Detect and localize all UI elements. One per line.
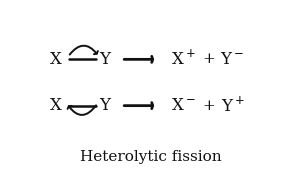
Text: Y: Y — [100, 97, 111, 114]
Text: +: + — [202, 52, 215, 66]
Text: X: X — [50, 51, 62, 68]
Text: Y$^+$: Y$^+$ — [220, 96, 245, 115]
Text: +: + — [202, 99, 215, 113]
Text: X: X — [50, 97, 62, 114]
Text: Y: Y — [100, 51, 111, 68]
Text: Heterolytic fission: Heterolytic fission — [80, 150, 222, 164]
Text: X$^-$: X$^-$ — [171, 97, 196, 114]
Text: Y$^-$: Y$^-$ — [220, 51, 245, 68]
Text: X$^+$: X$^+$ — [171, 50, 196, 69]
